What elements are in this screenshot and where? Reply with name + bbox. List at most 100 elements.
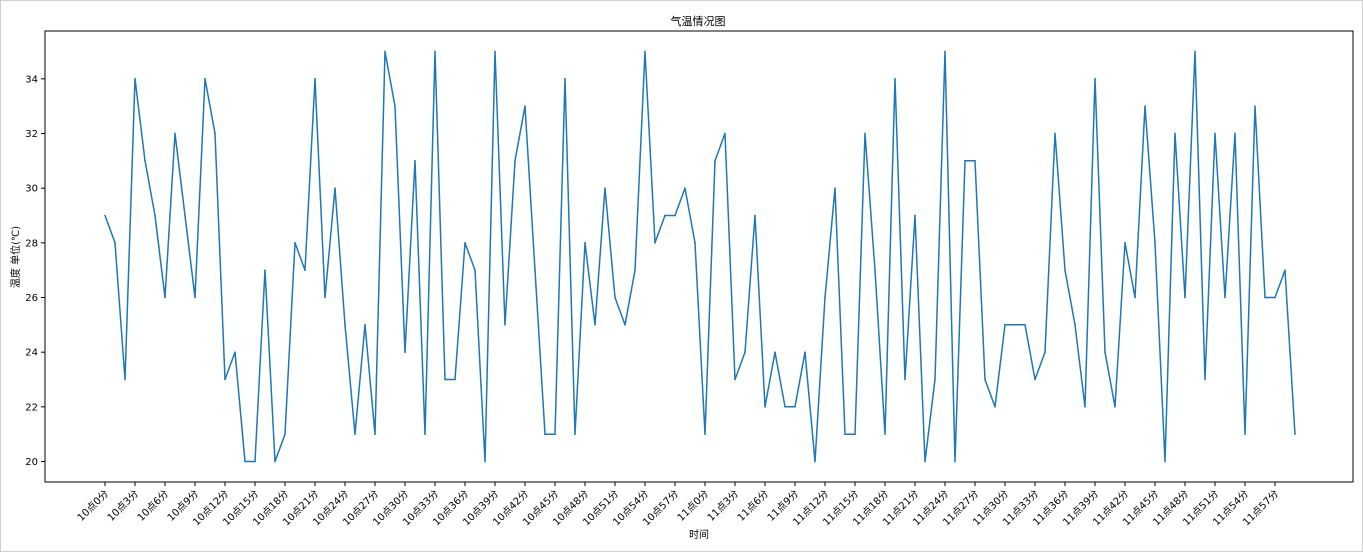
plot-area: [44, 30, 1354, 483]
data-point: [324, 296, 326, 299]
y-tick-label: 20: [25, 457, 38, 468]
data-point: [244, 460, 246, 463]
data-point: [584, 242, 586, 244]
data-point: [524, 105, 526, 107]
data-point: [1214, 132, 1216, 135]
data-point: [144, 160, 146, 162]
data-point: [594, 324, 596, 326]
data-point: [464, 242, 466, 244]
data-point: [1274, 296, 1276, 299]
data-point: [924, 460, 926, 463]
data-point: [344, 324, 346, 326]
data-point: [1114, 406, 1116, 408]
data-point: [1244, 433, 1246, 435]
data-point: [414, 160, 416, 162]
data-point: [844, 433, 846, 435]
data-point: [1064, 269, 1066, 271]
data-point: [804, 351, 806, 353]
data-point: [304, 269, 306, 271]
data-point: [1164, 460, 1166, 463]
data-point: [1014, 324, 1016, 326]
data-point: [834, 187, 836, 189]
data-point: [704, 433, 706, 435]
data-point: [794, 406, 796, 408]
data-point: [1194, 50, 1196, 53]
data-point: [194, 296, 196, 299]
data-point: [894, 78, 896, 80]
data-point: [714, 160, 716, 162]
data-point: [1174, 132, 1176, 135]
data-point: [744, 351, 746, 353]
data-point: [644, 50, 646, 53]
data-point: [564, 78, 566, 80]
data-point: [1104, 351, 1106, 353]
data-point: [674, 214, 676, 217]
data-point: [1004, 324, 1006, 326]
series-line: [104, 50, 1296, 463]
data-point: [484, 460, 486, 463]
data-point: [174, 132, 176, 135]
data-point: [874, 269, 876, 271]
data-point: [364, 324, 366, 326]
y-tick-label: 22: [25, 402, 38, 413]
data-point: [234, 351, 236, 353]
data-point: [974, 160, 976, 162]
data-point: [154, 214, 156, 217]
data-point: [654, 242, 656, 244]
x-tick-label: 10点0分: [75, 488, 111, 524]
data-point: [1224, 296, 1226, 299]
data-point: [1084, 406, 1086, 408]
data-point: [1234, 132, 1236, 135]
data-point: [504, 324, 506, 326]
data-point: [334, 187, 336, 189]
data-point: [444, 378, 446, 381]
data-point: [734, 378, 736, 381]
data-point: [624, 324, 626, 326]
x-axis-title: 时间: [689, 528, 709, 541]
data-point: [724, 132, 726, 135]
data-point: [944, 50, 946, 53]
x-tick-label: 10点3分: [105, 488, 141, 524]
data-points: [104, 50, 1296, 463]
data-point: [104, 214, 106, 217]
data-point: [214, 132, 216, 135]
data-point: [434, 50, 436, 53]
x-tick-label: 10点6分: [135, 488, 171, 524]
data-point: [784, 406, 786, 408]
data-point: [1184, 296, 1186, 299]
data-point: [404, 351, 406, 353]
y-tick-label: 32: [25, 129, 38, 140]
data-point: [694, 242, 696, 244]
data-point: [904, 378, 906, 381]
data-point: [384, 50, 386, 53]
chart-title: 气温情况图: [671, 14, 726, 28]
y-tick-label: 30: [25, 184, 38, 195]
data-point: [1264, 296, 1266, 299]
data-point: [1124, 242, 1126, 244]
data-point: [1204, 378, 1206, 381]
data-point: [604, 187, 606, 189]
data-point: [954, 460, 956, 463]
data-point: [1044, 351, 1046, 353]
data-point: [824, 296, 826, 299]
data-point: [664, 214, 666, 217]
data-point: [274, 460, 276, 463]
data-point: [1054, 132, 1056, 135]
data-point: [534, 269, 536, 271]
y-tick-label: 26: [25, 293, 38, 304]
data-point: [684, 187, 686, 189]
data-point: [164, 296, 166, 299]
data-point: [124, 378, 126, 381]
data-point: [1254, 105, 1256, 107]
y-tick-label: 34: [25, 74, 38, 85]
x-axis: 10点0分10点3分10点6分10点9分10点12分10点15分10点18分10…: [75, 482, 1281, 528]
data-point: [394, 105, 396, 107]
data-point: [254, 460, 256, 463]
data-point: [994, 406, 996, 408]
data-point: [1284, 269, 1286, 271]
data-point: [1024, 324, 1026, 326]
data-point: [964, 160, 966, 162]
data-point: [514, 160, 516, 162]
